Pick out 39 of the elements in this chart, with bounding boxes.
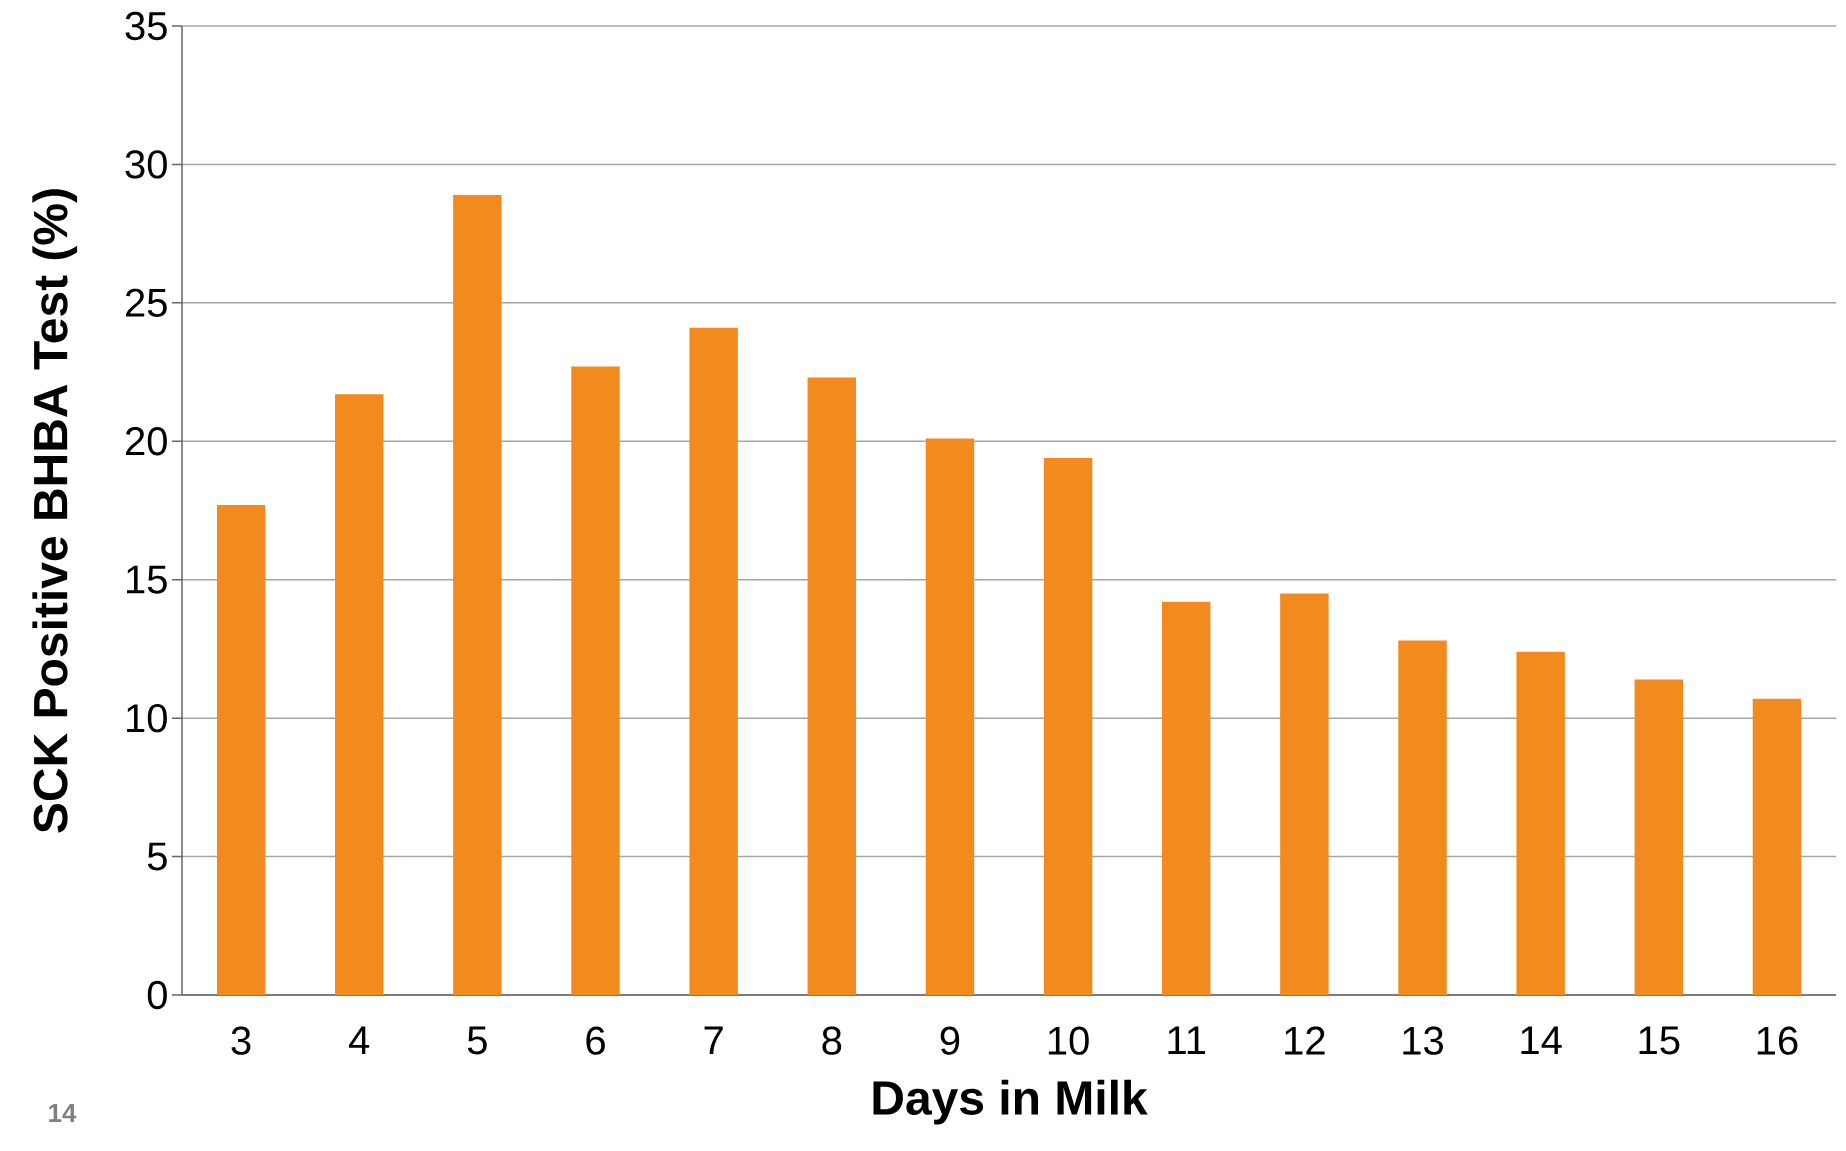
bar	[453, 194, 502, 995]
bar	[1162, 601, 1211, 995]
bar	[807, 377, 857, 995]
bar	[925, 438, 975, 995]
x-tick-label: 4	[349, 1026, 370, 1055]
x-axis-title: Days in Milk	[873, 1079, 1148, 1125]
y-tick-label: 5	[147, 842, 167, 871]
bar	[216, 504, 266, 995]
x-tick-label: 6	[586, 1026, 605, 1055]
x-tick-label: 5	[467, 1026, 487, 1055]
x-tick-label: 12	[1285, 1026, 1325, 1055]
x-tick-label: 14	[1521, 1026, 1562, 1055]
y-tick-label: 15	[127, 565, 167, 594]
bar	[1280, 593, 1329, 995]
x-tick-label: 7	[704, 1026, 723, 1055]
x-tick-label: 13	[1403, 1026, 1443, 1055]
y-tick-label: 35	[125, 11, 167, 41]
bar	[1752, 698, 1802, 995]
y-tick-label: 20	[125, 427, 167, 456]
x-tick-label: 9	[940, 1026, 960, 1055]
y-tick-label: 30	[125, 150, 167, 179]
bar	[1398, 640, 1447, 995]
bar	[689, 327, 738, 995]
x-tick-label: 15	[1639, 1026, 1680, 1055]
x-tick-label: 10	[1048, 1026, 1089, 1055]
x-tick-label: 3	[231, 1026, 251, 1055]
x-tick-label: 16	[1757, 1026, 1798, 1055]
y-tick-label: 0	[147, 980, 167, 1010]
y-axis-title: SCK Positive BHBA Test (%)	[32, 189, 78, 833]
x-tick-label: 8	[822, 1026, 842, 1055]
bar	[571, 366, 620, 995]
bar	[1516, 651, 1565, 995]
text: 14	[49, 1104, 77, 1122]
bar	[335, 394, 384, 995]
bar	[1043, 457, 1093, 995]
y-tick-label: 25	[125, 288, 167, 318]
bar	[1634, 679, 1684, 995]
x-tick-label: 11	[1168, 1026, 1206, 1055]
y-tick-label: 10	[127, 703, 167, 733]
